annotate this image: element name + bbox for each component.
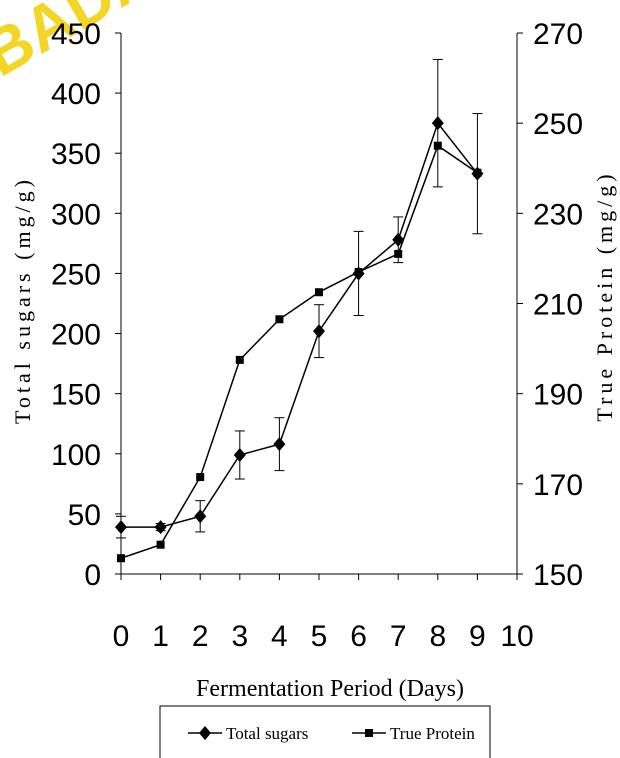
x-tick-label: 0 bbox=[113, 620, 130, 653]
total-sugars-point bbox=[115, 520, 127, 535]
true-protein-point bbox=[156, 540, 165, 549]
x-tick-label: 10 bbox=[500, 620, 533, 653]
total-sugars-line bbox=[121, 121, 478, 528]
legend-marker-total-sugars bbox=[199, 726, 211, 740]
x-tick-labels: 0 1 2 3 4 5 6 7 8 9 10 bbox=[113, 620, 534, 653]
legend-marker-true-protein bbox=[365, 729, 373, 737]
y-right-tick-label: 170 bbox=[533, 469, 583, 502]
y-right-tick-label: 190 bbox=[533, 379, 583, 412]
total-sugars-point bbox=[233, 447, 246, 462]
x-tick-label: 3 bbox=[231, 620, 248, 653]
y-right-tick-label: 250 bbox=[533, 108, 583, 141]
y-right-tick-label: 270 bbox=[533, 18, 583, 51]
x-tick-label: 1 bbox=[152, 620, 169, 653]
y-left-tick-label: 250 bbox=[51, 258, 101, 291]
true-protein-line bbox=[120, 144, 478, 559]
total-sugars-point bbox=[392, 232, 405, 247]
true-protein-point bbox=[117, 554, 125, 563]
x-tick-label: 5 bbox=[311, 620, 328, 653]
true-protein-point bbox=[315, 288, 323, 297]
series-layer bbox=[115, 58, 484, 563]
y-right-tick-labels: 150 170 190 210 230 250 270 bbox=[533, 18, 583, 592]
legend-label-total-sugars: Total sugars bbox=[226, 724, 308, 743]
x-tick-label: 8 bbox=[429, 620, 446, 653]
x-tick-label: 2 bbox=[192, 620, 209, 653]
true-protein-point bbox=[433, 141, 442, 150]
y-right-tick-label: 210 bbox=[533, 289, 583, 322]
axes bbox=[115, 32, 523, 580]
total-sugars-point bbox=[194, 509, 207, 524]
true-protein-point bbox=[275, 315, 284, 324]
y-left-tick-label: 100 bbox=[51, 439, 101, 472]
y-right-axis-title: True Protein (mg/g) bbox=[592, 170, 617, 421]
true-protein-point bbox=[354, 267, 363, 276]
y-left-tick-label: 200 bbox=[51, 319, 101, 352]
x-axis-title: Fermentation Period (Days) bbox=[196, 676, 464, 702]
y-left-axis-title: Total sugars (mg/g) bbox=[10, 176, 35, 424]
x-tick-label: 9 bbox=[469, 620, 486, 653]
total-sugars-point bbox=[313, 324, 325, 339]
y-left-tick-label: 300 bbox=[51, 198, 101, 231]
y-left-tick-label: 150 bbox=[51, 379, 101, 412]
x-tick-label: 7 bbox=[390, 620, 407, 653]
true-protein-point bbox=[196, 473, 205, 482]
total-sugars-point bbox=[431, 116, 444, 131]
total-sugars-point bbox=[273, 437, 286, 452]
y-left-tick-label: 0 bbox=[84, 559, 101, 592]
x-tick-label: 6 bbox=[350, 620, 367, 653]
y-left-tick-label: 350 bbox=[51, 138, 101, 171]
legend-label-true-protein: True Protein bbox=[390, 724, 475, 743]
legend-box bbox=[159, 705, 491, 758]
y-left-tick-label: 50 bbox=[68, 499, 101, 532]
y-left-tick-label: 400 bbox=[51, 78, 101, 111]
true-protein-point bbox=[394, 249, 403, 258]
true-protein-point bbox=[473, 168, 482, 177]
y-left-tick-labels: 0 50 100 150 200 250 300 350 400 450 bbox=[51, 18, 101, 592]
x-tick-label: 4 bbox=[271, 620, 288, 653]
true-protein-point bbox=[235, 355, 244, 364]
y-right-tick-label: 150 bbox=[533, 559, 583, 592]
total-sugars-point bbox=[154, 520, 167, 535]
y-right-tick-label: 230 bbox=[533, 198, 583, 231]
y-left-tick-label: 450 bbox=[51, 18, 101, 51]
legend: Total sugars True Protein bbox=[159, 705, 491, 758]
